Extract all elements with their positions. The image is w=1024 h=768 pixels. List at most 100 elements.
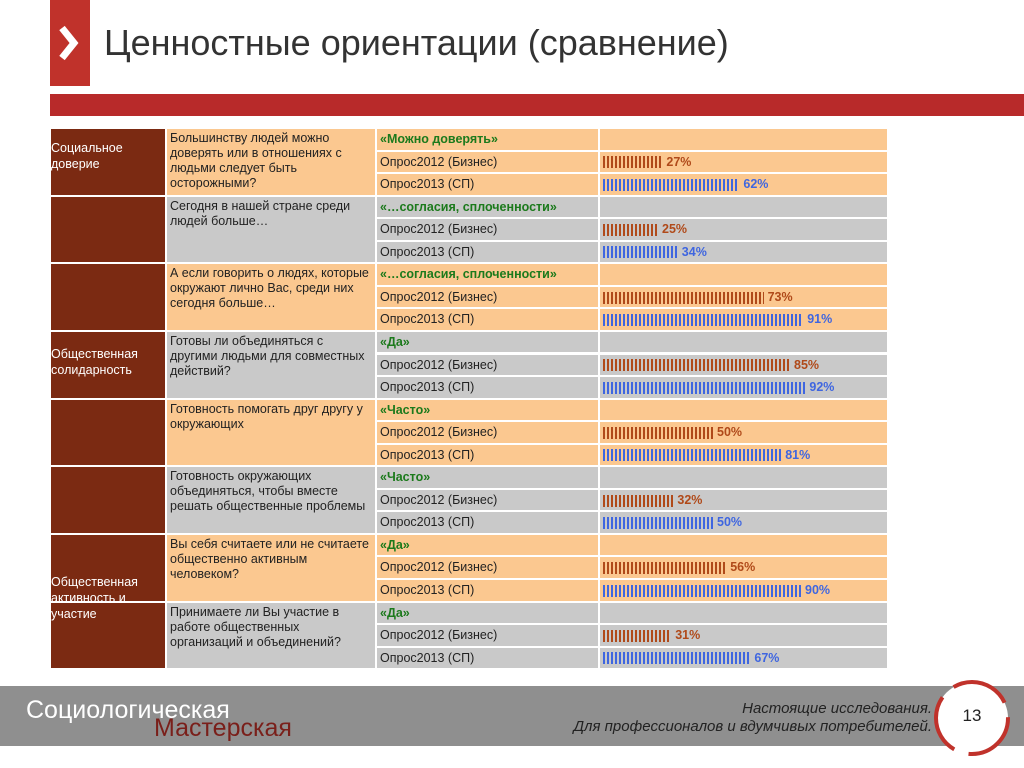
answer-spacer [599,533,888,557]
survey: Опрос2012 (Бизнес) [376,353,599,377]
question: Большинству людей можно доверять или в о… [166,128,376,196]
logo-box [50,0,90,86]
question: Готовность окружающих объединяться, чтоб… [166,466,376,534]
percent-label: 34% [681,244,707,259]
bar [603,426,713,439]
answer: «Да» [376,330,599,354]
survey: Опрос2012 (Бизнес) [376,421,599,444]
question: Готовы ли объединяться с другими людьми … [166,330,376,399]
table: Большинству людей можно доверять или в о… [50,128,888,670]
bar [603,359,790,372]
survey: Опрос2013 (СП) [376,511,599,534]
survey: Опрос2012 (Бизнес) [376,556,599,579]
answer-spacer [599,263,888,286]
bar [603,156,663,169]
answer: «Да» [376,601,599,625]
bar [603,494,674,507]
question: Готовность помогать друг другу у окружаю… [166,398,376,467]
bar [603,246,678,259]
survey: Опрос2013 (СП) [376,443,599,467]
bar [603,629,672,642]
result: 34% [599,240,888,264]
answer: «Часто» [376,398,599,422]
result: 50% [599,511,888,534]
tagline-1: Настоящие исследования. [742,700,932,717]
bar [603,449,782,462]
survey: Опрос2012 (Бизнес) [376,624,599,647]
survey: Опрос2013 (СП) [376,646,599,670]
survey: Опрос2012 (Бизнес) [376,218,599,241]
survey: Опрос2012 (Бизнес) [376,488,599,512]
page-badge [934,680,1010,756]
bar [603,178,740,191]
percent-label: 25% [662,222,688,237]
result: 31% [599,624,888,647]
survey: Опрос2012 (Бизнес) [376,150,599,174]
bar [603,652,751,665]
answer-spacer [599,128,888,151]
section-cell [50,128,166,196]
result: 81% [599,443,888,467]
bar [603,562,727,575]
bar [603,314,804,327]
survey: Опрос2013 (СП) [376,376,599,399]
result: 91% [599,308,888,331]
percent-label: 27% [666,154,692,169]
brand-line2: Мастерская [154,714,292,742]
percent-label: 91% [807,312,833,327]
section-cell [50,533,166,602]
result: 90% [599,579,888,602]
result: 50% [599,421,888,444]
percent-label: 31% [675,628,701,643]
bar [603,291,764,304]
answer-spacer [599,466,888,489]
answer-spacer [599,330,888,354]
section-cell [50,330,166,399]
percent-label: 85% [794,357,820,372]
survey: Опрос2013 (СП) [376,579,599,602]
result: 56% [599,556,888,579]
section-cell [50,466,166,534]
section-cell [50,263,166,331]
survey: Опрос2013 (СП) [376,173,599,196]
percent-label: 62% [743,177,769,192]
result: 85% [599,353,888,377]
bar [603,517,713,530]
question: А если говорить о людях, которые окружаю… [166,263,376,331]
title: Ценностные ориентации (сравнение) [104,22,729,63]
tagline-2: Для профессионалов и вдумчивых потребите… [573,718,932,735]
footer-band [0,686,1024,746]
section-cell [50,601,166,670]
chevron [59,25,79,61]
result: 62% [599,173,888,196]
title-stripe [50,94,1024,116]
answer-spacer [599,195,888,219]
result: 32% [599,488,888,512]
answer: «…согласия, сплоченности» [376,263,599,286]
section-cell [50,398,166,467]
answer-spacer [599,398,888,422]
percent-label: 56% [730,560,756,575]
percent-label: 32% [677,492,703,507]
bar [603,381,806,394]
result: 73% [599,285,888,309]
section-label: Общественная активность и участие [51,575,138,621]
answer: «Часто» [376,466,599,489]
bar [603,584,801,597]
answer: «Можно доверять» [376,128,599,151]
result: 27% [599,150,888,174]
answer: «Да» [376,533,599,557]
brand-line1: Социологическая [26,696,230,724]
section-label: Социальное доверие [51,141,123,171]
page-number: 13 [962,706,982,725]
result: 25% [599,218,888,241]
survey: Опрос2013 (СП) [376,308,599,331]
survey: Опрос2012 (Бизнес) [376,285,599,309]
percent-label: 50% [717,515,743,530]
percent-label: 67% [754,650,780,665]
section-label: Общественная солидарность [51,347,138,377]
percent-label: 90% [805,583,831,597]
result: 92% [599,376,888,399]
question: Принимаете ли Вы участие в работе общест… [166,601,376,670]
